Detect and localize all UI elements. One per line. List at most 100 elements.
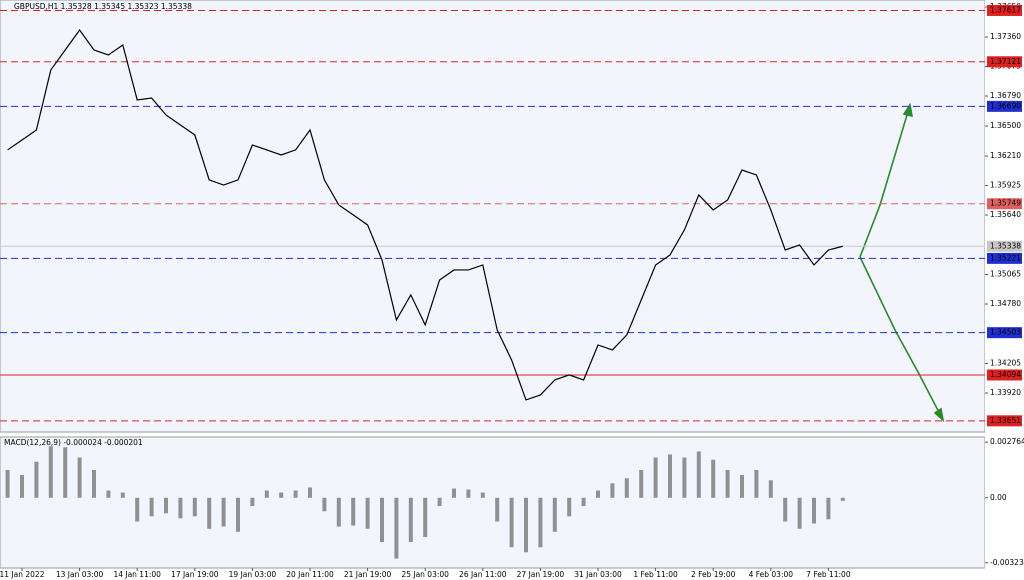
macd-bar xyxy=(48,446,53,498)
macd-bar xyxy=(380,497,384,543)
macd-bar xyxy=(682,457,687,498)
level-label: 1.35221 xyxy=(990,253,1021,262)
macd-bar xyxy=(797,497,802,529)
level-label: 1.37617 xyxy=(990,5,1021,14)
macd-bar xyxy=(351,497,356,526)
x-tick-label: 19 Jan 03:00 xyxy=(229,570,277,579)
macd-bar xyxy=(92,470,96,498)
x-tick-label: 20 Jan 11:00 xyxy=(286,570,334,579)
macd-bar xyxy=(394,497,399,559)
x-tick-label: 31 Jan 03:00 xyxy=(574,570,622,579)
macd-bar xyxy=(408,497,413,543)
y-tick-label: -0.003232 xyxy=(990,558,1024,567)
level-label-bg xyxy=(987,369,1022,381)
level-label-bg xyxy=(987,415,1022,427)
macd-bar xyxy=(840,497,845,501)
x-tick-label: 25 Jan 03:00 xyxy=(401,570,449,579)
macd-bar xyxy=(639,470,644,498)
macd-bar xyxy=(279,492,284,498)
macd-bar xyxy=(783,497,788,522)
macd-bar xyxy=(552,497,557,532)
macd-bar xyxy=(20,475,24,498)
x-tick-label: 26 Jan 11:00 xyxy=(459,570,507,579)
level-label-bg xyxy=(987,327,1022,339)
macd-bar xyxy=(250,497,255,507)
down-arrow xyxy=(859,256,944,421)
macd-bar xyxy=(509,497,514,548)
macd-bar xyxy=(34,461,39,498)
chart-title: GBPUSD,H1 1.35328 1.35345 1.35323 1.3533… xyxy=(14,2,192,11)
macd-bar xyxy=(480,492,485,498)
level-label-bg xyxy=(987,100,1022,112)
macd-bar xyxy=(653,457,658,498)
x-tick-label: 1 Feb 11:00 xyxy=(633,570,678,579)
macd-bar xyxy=(322,497,327,512)
y-tick-label: 1.35065 xyxy=(990,270,1021,279)
level-label-bg xyxy=(987,198,1022,210)
macd-bar xyxy=(192,497,197,517)
macd-bar xyxy=(207,497,212,529)
x-tick-label: 27 Jan 19:00 xyxy=(517,570,565,579)
arrow-head xyxy=(902,102,914,118)
y-tick-label: 1.36210 xyxy=(990,151,1021,160)
y-tick-label: 1.35925 xyxy=(990,181,1021,190)
macd-bar xyxy=(567,497,572,517)
macd-bar xyxy=(668,454,672,498)
macd-bar xyxy=(524,497,528,553)
macd-bar xyxy=(768,480,773,498)
y-tick-label: 1.33920 xyxy=(990,388,1021,397)
macd-bar xyxy=(149,497,154,517)
x-tick-label: 11 Jan 2022 xyxy=(0,570,45,579)
macd-bar xyxy=(5,470,10,498)
y-tick-label: 1.36500 xyxy=(990,121,1021,130)
macd-bar xyxy=(120,492,125,498)
macd-bar xyxy=(754,470,759,498)
level-label: 1.36690 xyxy=(990,101,1021,110)
macd-bar xyxy=(466,489,471,498)
level-label: 1.33651 xyxy=(990,416,1021,425)
forecast-arrows xyxy=(859,102,945,423)
level-label-bg xyxy=(987,252,1022,264)
x-tick-label: 13 Jan 03:00 xyxy=(56,570,104,579)
macd-bar xyxy=(106,490,111,498)
macd-bar xyxy=(826,497,831,520)
macd-bar xyxy=(365,497,370,529)
y-tick-label: 1.35640 xyxy=(990,210,1021,219)
x-tick-label: 17 Jan 19:00 xyxy=(171,570,219,579)
macd-bar xyxy=(423,497,428,538)
x-tick-label: 21 Jan 19:00 xyxy=(344,570,392,579)
macd-bar xyxy=(812,497,816,524)
macd-bar xyxy=(538,497,543,548)
y-tick-label: 0.002764 xyxy=(990,437,1024,446)
macd-bar xyxy=(178,497,183,519)
macd-bar xyxy=(293,490,298,498)
macd-bar xyxy=(437,497,442,507)
price-panel xyxy=(0,0,986,433)
y-tick-label: 1.34780 xyxy=(990,299,1021,308)
macd-bar xyxy=(624,478,629,498)
macd-bar xyxy=(696,451,701,498)
macd-title: MACD(12,26,9) -0.000024 -0.000201 xyxy=(4,438,143,447)
level-label: 1.35749 xyxy=(990,199,1021,208)
y-tick-label: 0.00 xyxy=(990,493,1007,502)
level-label: 1.34094 xyxy=(990,370,1021,379)
macd-bar xyxy=(711,459,716,498)
level-label: 1.35338 xyxy=(990,241,1021,250)
level-label-bg xyxy=(987,4,1022,16)
macd-panel xyxy=(0,436,986,569)
x-tick-label: 7 Feb 11:00 xyxy=(806,570,851,579)
macd-bar xyxy=(236,497,240,532)
level-label: 1.34503 xyxy=(990,328,1021,337)
macd-bar xyxy=(308,487,312,498)
macd-bar xyxy=(221,497,226,527)
macd-bar xyxy=(336,497,341,527)
x-tick-label: 4 Feb 03:00 xyxy=(749,570,794,579)
y-tick-label: 1.36790 xyxy=(990,91,1021,100)
arrow-head xyxy=(933,407,945,423)
macd-bar xyxy=(135,497,140,522)
up-arrow xyxy=(859,104,911,258)
level-label-bg xyxy=(987,240,1022,252)
y-tick-label: 1.37360 xyxy=(990,32,1021,41)
price-axis-bg xyxy=(985,0,1024,580)
